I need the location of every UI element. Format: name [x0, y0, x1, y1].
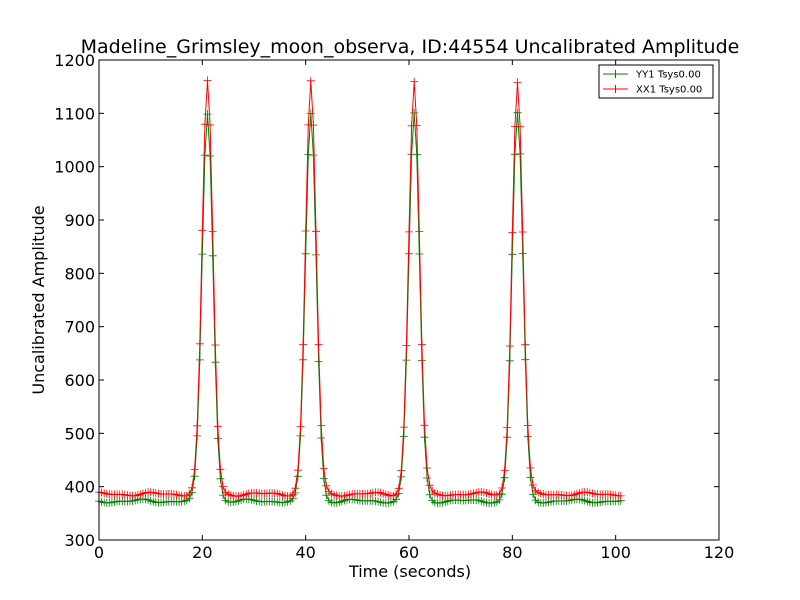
legend-box: [598, 64, 714, 99]
chart-title: Madeline_Grimsley_moon_observa, ID:44554…: [81, 36, 740, 58]
plot-area: [99, 60, 719, 540]
legend-label-yy1: YY1 Tsys0.00: [635, 70, 701, 81]
legend: YY1 Tsys0.00 XX1 Tsys0.00: [598, 64, 714, 99]
x-tick-label: 100: [600, 543, 631, 562]
x-tick-label: 0: [94, 543, 104, 562]
legend-label-xx1: XX1 Tsys0.00: [636, 85, 702, 96]
x-tick-label: 40: [295, 543, 315, 562]
y-tick-label: 700: [64, 318, 95, 337]
legend-marker-xx1: [611, 85, 620, 93]
legend-marker-yy1: [611, 70, 620, 78]
y-tick-label: 800: [64, 264, 95, 283]
y-tick-label: 900: [64, 211, 95, 230]
y-axis-label: Uncalibrated Amplitude: [29, 205, 48, 394]
x-tick-label: 60: [399, 543, 419, 562]
x-axis-label: Time (seconds): [348, 562, 471, 581]
y-tick-label: 600: [64, 371, 95, 390]
x-tick-label: 80: [502, 543, 522, 562]
axis-layer: 0 20 40 60 80 100 120 300 400 500 600 700 800 900 1000…: [54, 51, 734, 562]
y-tick-label: 1100: [54, 104, 95, 123]
y-tick-label: 300: [64, 531, 95, 550]
x-tick-label: 20: [192, 543, 212, 562]
y-tick-label: 1200: [54, 51, 95, 70]
x-tick-label: 120: [704, 543, 735, 562]
y-tick-label: 400: [64, 478, 95, 497]
y-tick-label: 1000: [54, 158, 95, 177]
y-tick-label: 500: [64, 424, 95, 443]
